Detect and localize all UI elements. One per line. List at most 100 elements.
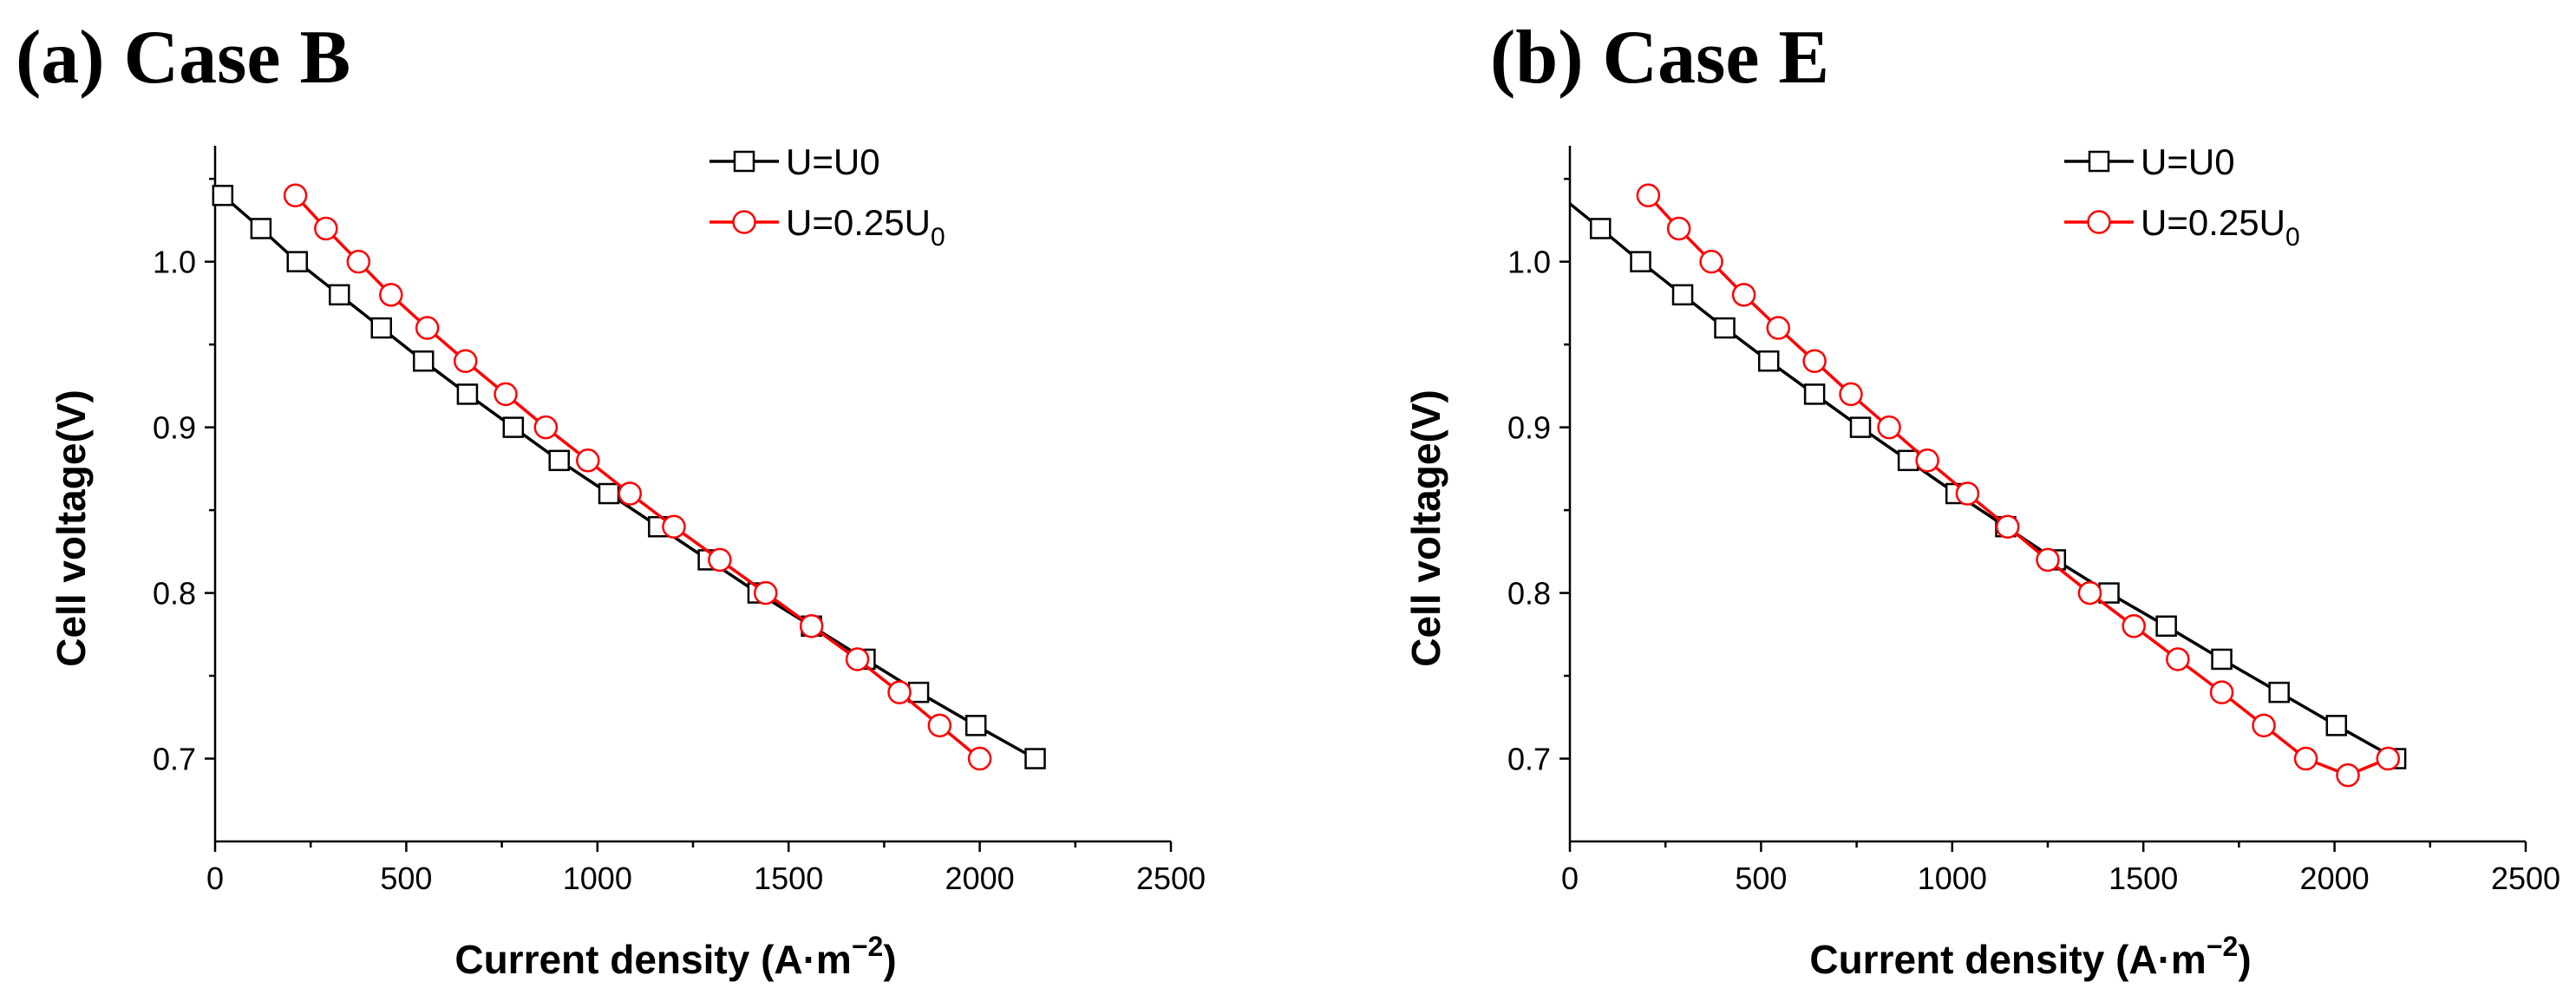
- x-axis-label: Current density (A·m−2): [454, 931, 896, 982]
- x-tick-label: 2500: [2491, 861, 2560, 896]
- legend-marker: [732, 210, 756, 234]
- y-axis-label: Cell voltage(V): [1403, 389, 1448, 667]
- x-tick-label: 500: [1735, 861, 1787, 896]
- data-point: [533, 415, 559, 440]
- data-point: [1666, 216, 1691, 241]
- data-point: [1803, 383, 1826, 405]
- data-point: [708, 547, 732, 573]
- data-point: [598, 482, 620, 505]
- data-point: [754, 580, 778, 605]
- data-point: [2166, 647, 2190, 671]
- data-point: [1757, 350, 1780, 372]
- y-tick-label: 1.0: [153, 245, 196, 280]
- series-u0: [212, 185, 1046, 769]
- data-point: [415, 316, 440, 340]
- data-point: [2209, 680, 2234, 704]
- y-tick-label: 0.9: [153, 410, 196, 446]
- x-tick-label: 0: [206, 861, 224, 896]
- panel-title: (b) Case E: [1490, 16, 1829, 100]
- data-point: [346, 249, 371, 274]
- data-point: [283, 183, 308, 208]
- series-line: [221, 193, 1036, 761]
- data-point: [1877, 415, 1901, 440]
- data-point: [2336, 763, 2360, 788]
- x-tick-label: 2500: [1136, 861, 1206, 896]
- data-point: [964, 715, 987, 736]
- x-tick-label: 1000: [563, 861, 632, 896]
- data-point: [548, 449, 570, 472]
- x-tick-label: 2000: [945, 861, 1015, 896]
- x-axis-label: Current density (A·m−2): [1809, 931, 2251, 982]
- data-point: [502, 416, 525, 438]
- legend-marker: [2088, 150, 2110, 173]
- data-point: [2098, 582, 2120, 604]
- chart-panel-b: (b) Case E 0 500 1000 1500 2000 2500 0.7 0.8 0.9 1…: [1403, 16, 2560, 982]
- data-point: [1766, 316, 1790, 340]
- data-point: [1636, 183, 1661, 208]
- data-point: [1671, 284, 1694, 306]
- data-point: [1915, 448, 1939, 473]
- data-point: [1731, 283, 1756, 307]
- data-point: [1839, 382, 1863, 407]
- data-point: [907, 681, 930, 704]
- legend-entry: U=0.25U0: [709, 202, 945, 252]
- x-tick-label: 500: [380, 861, 432, 896]
- data-point: [845, 647, 870, 671]
- data-point: [1024, 748, 1046, 769]
- series-u025: [1636, 183, 2401, 788]
- data-point: [1995, 514, 2020, 539]
- y-tick-label: 0.9: [1507, 410, 1551, 446]
- data-point: [967, 746, 992, 771]
- data-point: [2268, 681, 2290, 704]
- series-u0: [1568, 202, 2407, 769]
- data-point: [1897, 449, 1919, 472]
- data-point: [576, 448, 600, 473]
- chart-panel-a: (a) Case B 0 500 1000 1500 2000 2500 0.7 0.8 0.9 1…: [16, 16, 1206, 982]
- data-point: [887, 680, 912, 704]
- data-point: [2122, 614, 2146, 638]
- data-point: [1590, 218, 1612, 239]
- data-point: [2036, 547, 2060, 573]
- data-point: [329, 284, 350, 306]
- legend-label: U=0.25U0: [786, 202, 945, 252]
- data-point: [799, 614, 824, 638]
- data-point: [662, 514, 686, 539]
- data-point: [494, 382, 518, 407]
- data-point: [456, 383, 479, 405]
- data-point: [1699, 249, 1723, 274]
- data-point: [1802, 349, 1827, 373]
- data-point: [314, 216, 338, 241]
- legend-label: U=U0: [786, 141, 880, 182]
- data-point: [286, 251, 309, 272]
- data-point: [370, 317, 392, 339]
- y-tick-label: 1.0: [1507, 245, 1551, 280]
- x-tick-label: 2000: [2300, 861, 2370, 896]
- data-point: [2077, 580, 2102, 605]
- y-tick-label: 0.8: [153, 576, 196, 612]
- data-point: [1714, 317, 1736, 339]
- legend-label: U=0.25U0: [2141, 202, 2300, 252]
- panel-title: (a) Case B: [16, 16, 350, 100]
- data-point: [453, 349, 478, 373]
- data-point: [412, 350, 435, 372]
- legend-label: U=U0: [2141, 141, 2235, 182]
- data-point: [618, 481, 643, 506]
- data-point: [2376, 746, 2401, 771]
- x-tick-label: 0: [1561, 861, 1579, 896]
- legend-marker: [2087, 210, 2111, 234]
- y-tick-label: 0.8: [1507, 576, 1551, 612]
- legend-entry: U=U0: [2064, 141, 2235, 182]
- legend-entry: U=0.25U0: [2064, 202, 2300, 252]
- data-point: [2325, 715, 2348, 736]
- data-point: [212, 185, 234, 206]
- x-tick-label: 1500: [754, 861, 823, 896]
- series-line: [1568, 202, 2396, 761]
- series-u025: [283, 183, 992, 771]
- series-line: [294, 194, 981, 760]
- data-point: [927, 713, 952, 738]
- x-tick-label: 1500: [2109, 861, 2178, 896]
- data-point: [2252, 713, 2276, 738]
- data-point: [379, 283, 403, 307]
- data-point: [1849, 416, 1872, 438]
